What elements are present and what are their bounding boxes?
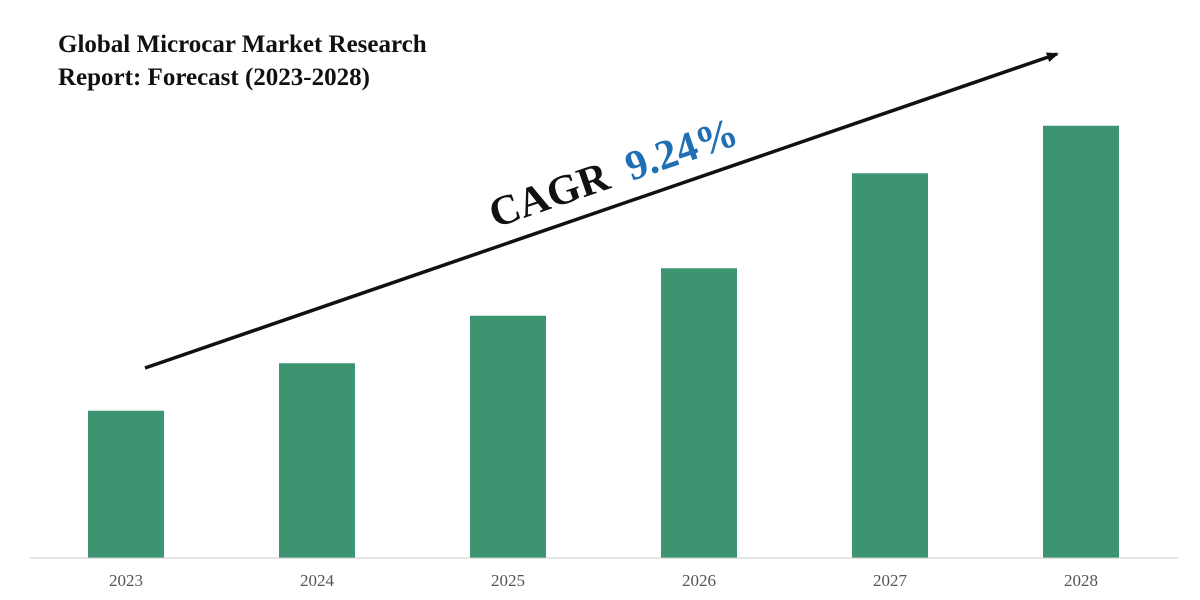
x-tick-2027: 2027	[873, 571, 908, 590]
x-tick-2024: 2024	[300, 571, 335, 590]
bar-2027	[852, 173, 928, 558]
x-tick-2023: 2023	[109, 571, 143, 590]
cagr-value: 9.24%	[620, 109, 744, 190]
bar-series	[88, 125, 1119, 558]
chart-title: Global Microcar Market Research Report: …	[58, 31, 427, 91]
x-tick-2025: 2025	[491, 571, 525, 590]
x-tick-2028: 2028	[1064, 571, 1098, 590]
cagr-prefix: CAGR	[483, 153, 616, 237]
x-tick-2026: 2026	[682, 571, 716, 590]
cagr-trend-arrow	[144, 52, 1059, 370]
cagr-annotation: CAGR 9.24%	[483, 109, 744, 237]
bar-2024	[279, 363, 355, 558]
bar-2025	[470, 315, 546, 558]
bar-2028	[1043, 125, 1119, 558]
bar-2026	[661, 268, 737, 558]
bar-2023	[88, 410, 164, 558]
x-tick-labels: 2023 2024 2025 2026 2027 2028	[109, 571, 1098, 590]
